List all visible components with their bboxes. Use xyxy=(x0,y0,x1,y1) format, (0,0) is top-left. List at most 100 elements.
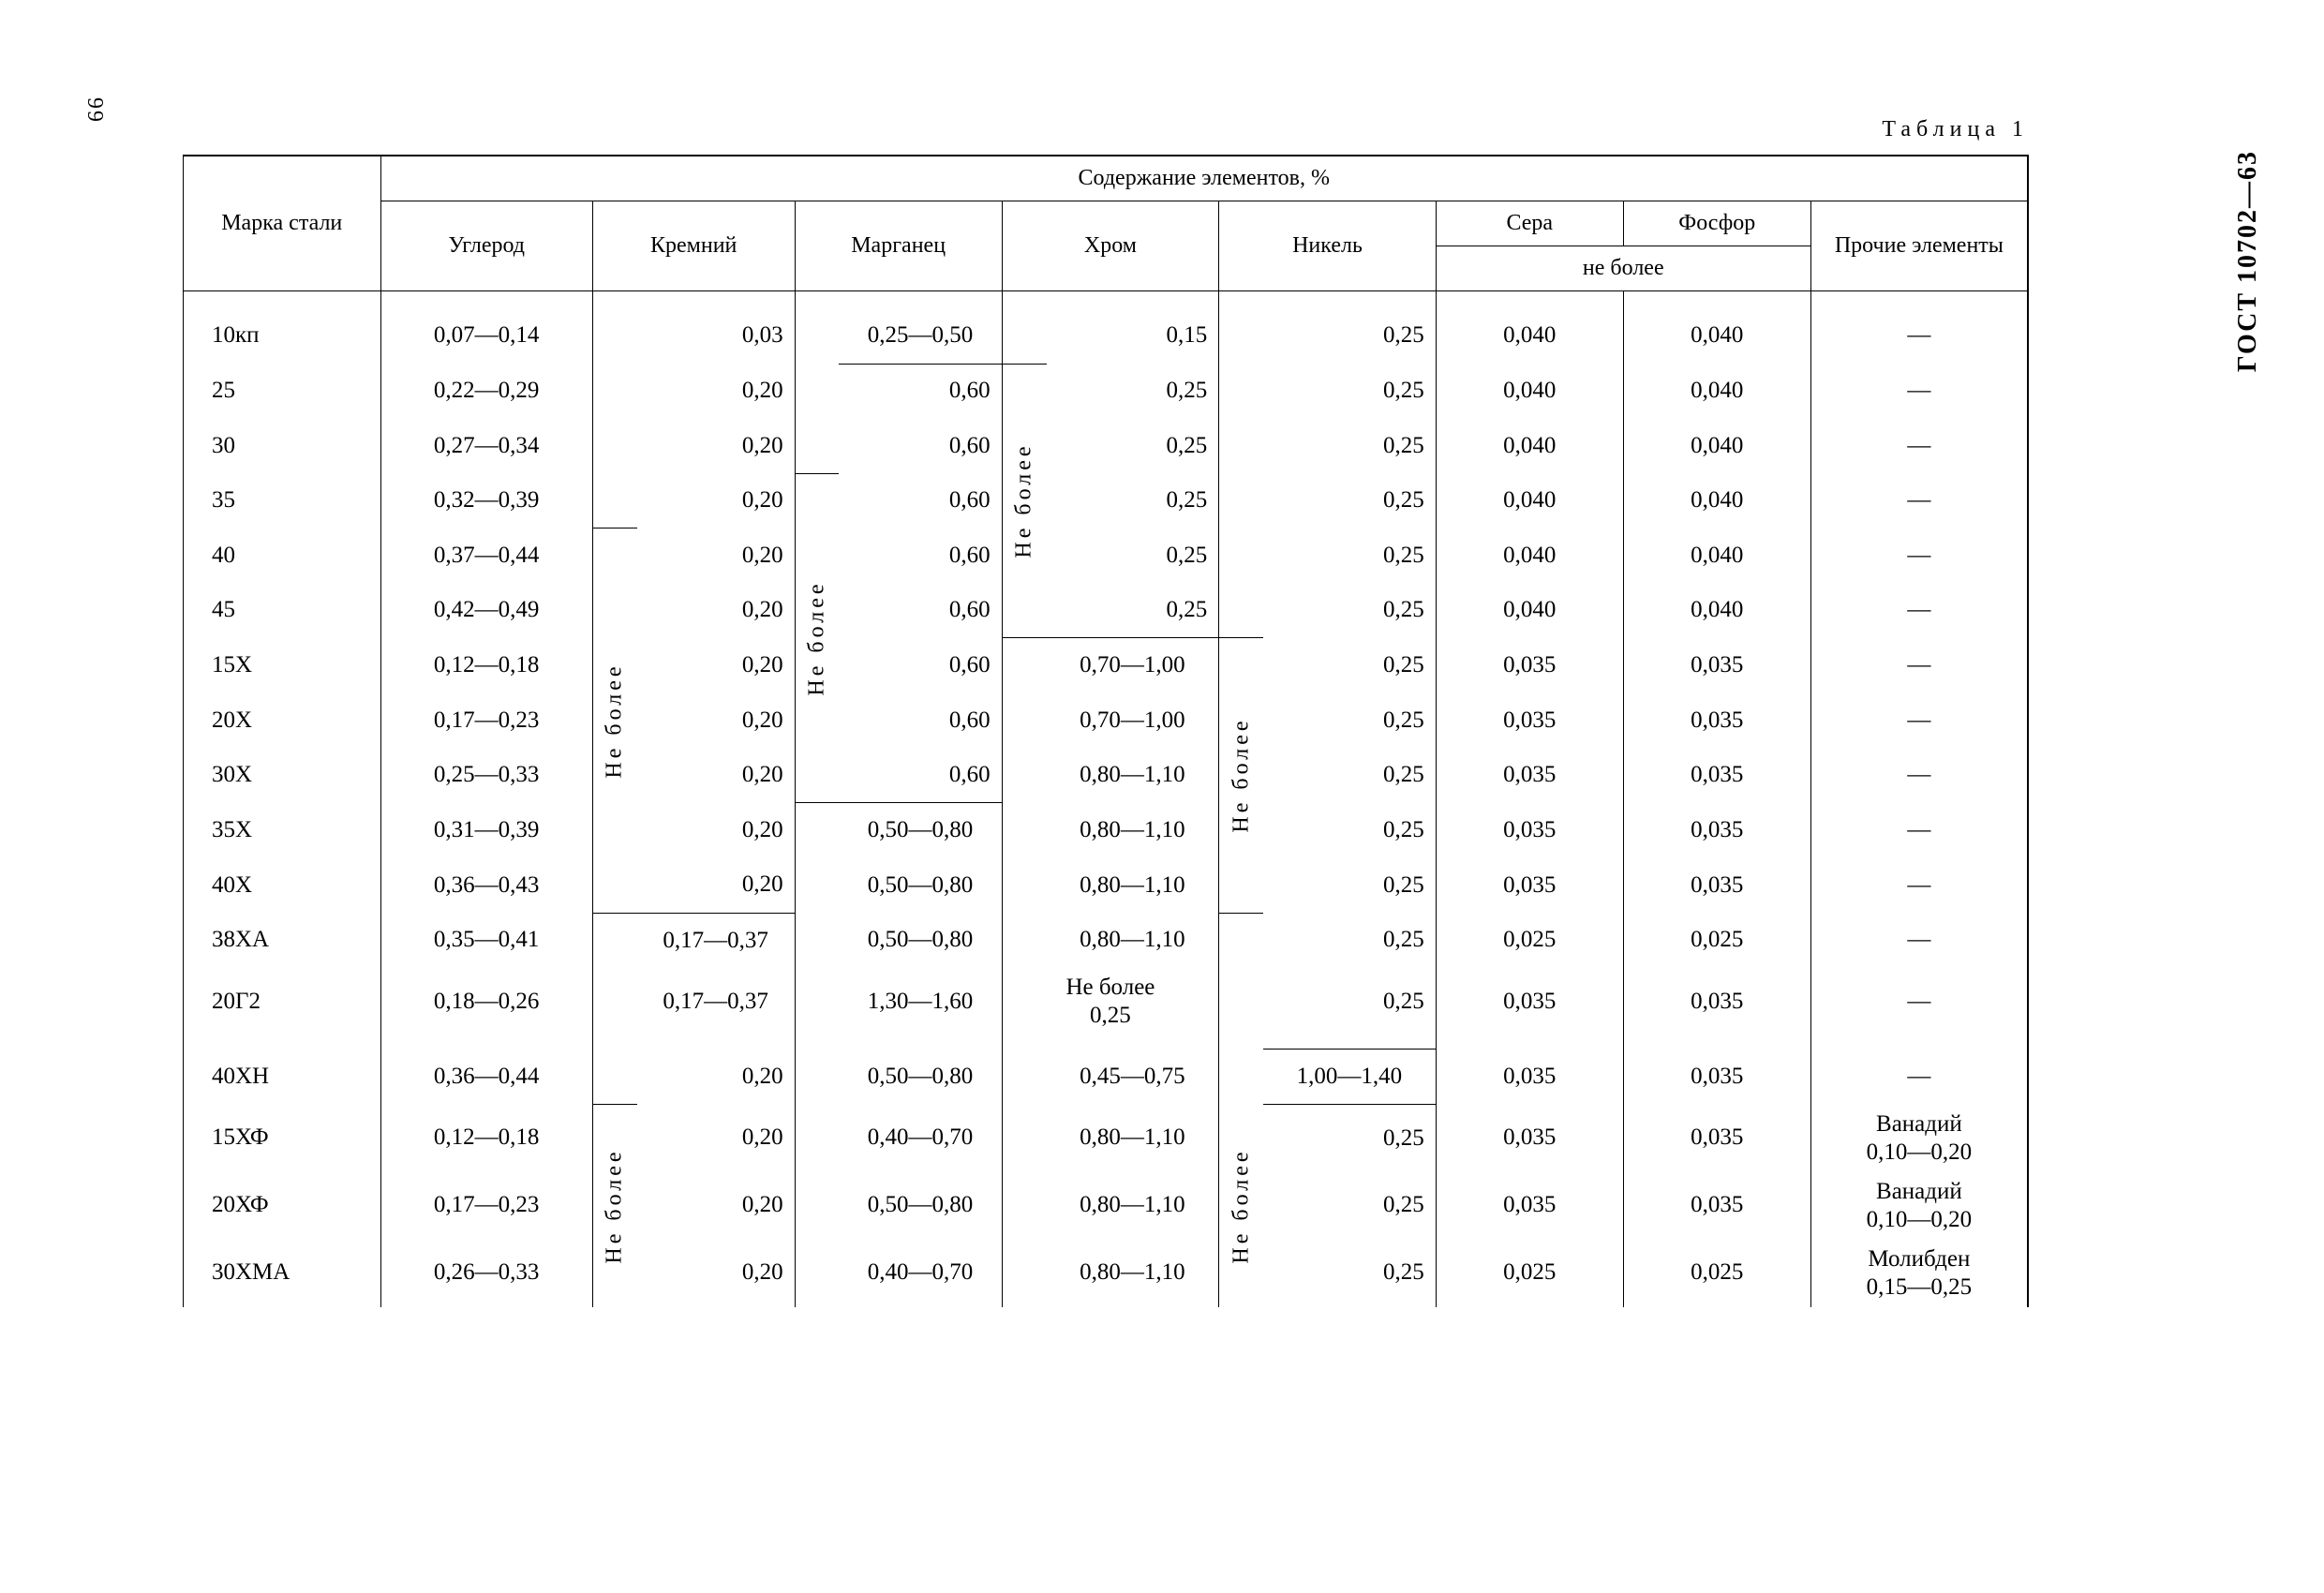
table-row: 35 0,32—0,39 0,20 Не более 0,60 0,25 0,2… xyxy=(184,473,2029,529)
cell-manganese: 0,60 xyxy=(839,748,1002,803)
cell-manganese: 0,60 xyxy=(839,364,1002,419)
cell-chromium: 0,80—1,10 xyxy=(1047,858,1219,914)
cell-manganese: 0,50—0,80 xyxy=(839,1172,1002,1240)
cell-carbon: 0,17—0,23 xyxy=(380,1172,592,1240)
cell-carbon: 0,26—0,33 xyxy=(380,1240,592,1307)
cell-manganese: 0,50—0,80 xyxy=(839,1049,1002,1105)
header-chromium: Хром xyxy=(1002,201,1219,291)
cell-other: Ванадий0,10—0,20 xyxy=(1810,1172,2028,1240)
cell-other: — xyxy=(1810,583,2028,638)
table-row: 30Х 0,25—0,33 0,20 0,60 0,80—1,10 0,25 0… xyxy=(184,748,2029,803)
cell-other: — xyxy=(1810,529,2028,584)
cell-phosphor: 0,035 xyxy=(1623,693,1810,749)
cell-nickel: 0,25 xyxy=(1263,1240,1436,1307)
cell-sulfur: 0,035 xyxy=(1436,803,1623,858)
header-manganese: Марганец xyxy=(795,201,1002,291)
cell-silicon: 0,03 xyxy=(637,308,795,364)
cell-carbon: 0,36—0,43 xyxy=(380,858,592,914)
cell-chromium: 0,25 xyxy=(1047,583,1219,638)
cell-carbon: 0,31—0,39 xyxy=(380,803,592,858)
cell-phosphor: 0,035 xyxy=(1623,1105,1810,1172)
cell-mark: 15Х xyxy=(184,638,381,693)
table-row: 30ХМА 0,26—0,33 0,20 0,40—0,70 0,80—1,10… xyxy=(184,1240,2029,1307)
cell-carbon: 0,12—0,18 xyxy=(380,1105,592,1172)
cell-mark: 40Х xyxy=(184,858,381,914)
spacer-row xyxy=(184,291,2029,309)
table-row: 25 0,22—0,29 0,20 0,60 Не более 0,25 0,2… xyxy=(184,364,2029,419)
cell-phosphor: 0,040 xyxy=(1623,583,1810,638)
cell-mark: 25 xyxy=(184,364,381,419)
cell-manganese: 0,40—0,70 xyxy=(839,1240,1002,1307)
cell-sulfur: 0,040 xyxy=(1436,419,1623,474)
table-caption: Таблица 1 xyxy=(1882,117,2029,142)
cell-sulfur: 0,025 xyxy=(1436,913,1623,968)
cell-other: — xyxy=(1810,693,2028,749)
cell-carbon: 0,32—0,39 xyxy=(380,473,592,529)
cell-silicon: 0,20 xyxy=(637,583,795,638)
table-row: 40ХН 0,36—0,44 0,20 0,50—0,80 0,45—0,75 … xyxy=(184,1049,2029,1105)
cell-silicon: 0,20 xyxy=(637,693,795,749)
table-header-row: Марка стали Содержание элементов, % xyxy=(184,156,2029,201)
cell-mark: 38ХА xyxy=(184,913,381,968)
cell-nickel: 0,25 xyxy=(1263,858,1436,914)
cell-phosphor: 0,040 xyxy=(1623,308,1810,364)
cell-chromium: 0,15 xyxy=(1047,308,1219,364)
cell-sulfur: 0,040 xyxy=(1436,473,1623,529)
cell-manganese: 0,50—0,80 xyxy=(839,858,1002,914)
cell-sulfur: 0,035 xyxy=(1436,748,1623,803)
table-row: 30 0,27—0,34 0,20 0,60 0,25 0,25 0,040 0… xyxy=(184,419,2029,474)
cell-manganese: 0,60 xyxy=(839,693,1002,749)
table-row: 20ХФ 0,17—0,23 0,20 0,50—0,80 0,80—1,10 … xyxy=(184,1172,2029,1240)
vertical-not-more-ni-2: Не более xyxy=(1219,1105,1263,1307)
cell-sulfur: 0,035 xyxy=(1436,693,1623,749)
cell-manganese: 1,30—1,60 xyxy=(839,968,1002,1035)
cell-phosphor: 0,040 xyxy=(1623,473,1810,529)
header-other: Прочие элементы xyxy=(1810,201,2028,291)
cell-other: — xyxy=(1810,858,2028,914)
cell-sulfur: 0,035 xyxy=(1436,638,1623,693)
cell-manganese: 0,60 xyxy=(839,529,1002,584)
cell-nickel: 0,25 xyxy=(1263,419,1436,474)
cell-other: — xyxy=(1810,364,2028,419)
header-mark: Марка стали xyxy=(184,156,381,291)
cell-nickel: 0,25 xyxy=(1263,364,1436,419)
cell-carbon: 0,12—0,18 xyxy=(380,638,592,693)
cell-mark: 15ХФ xyxy=(184,1105,381,1172)
cell-other: — xyxy=(1810,473,2028,529)
cell-chromium: 0,80—1,10 xyxy=(1047,1240,1219,1307)
table-row: 45 0,42—0,49 0,20 0,60 0,25 0,25 0,040 0… xyxy=(184,583,2029,638)
cell-chromium: 0,25 xyxy=(1047,529,1219,584)
vertical-not-more-si-2: Не более xyxy=(592,1105,636,1307)
cell-manganese: 0,50—0,80 xyxy=(839,913,1002,968)
cell-silicon: 0,20 xyxy=(637,1240,795,1307)
cell-silicon: 0,20 xyxy=(637,748,795,803)
cell-silicon: 0,17—0,37 xyxy=(637,913,795,968)
cell-chromium: 0,80—1,10 xyxy=(1047,1172,1219,1240)
cell-silicon: 0,20 xyxy=(637,419,795,474)
cell-nickel: 0,25 xyxy=(1263,1105,1436,1172)
cell-silicon: 0,20 xyxy=(637,803,795,858)
cell-other: Ванадий0,10—0,20 xyxy=(1810,1105,2028,1172)
cell-carbon: 0,42—0,49 xyxy=(380,583,592,638)
cell-other: — xyxy=(1810,803,2028,858)
table-container: Таблица 1 Марка стали Содержание элемент… xyxy=(183,155,2029,1307)
cell-phosphor: 0,040 xyxy=(1623,419,1810,474)
cell-chromium: 0,25 xyxy=(1047,419,1219,474)
table-row: 38ХА 0,35—0,41 0,17—0,37 0,50—0,80 0,80—… xyxy=(184,913,2029,968)
cell-nickel: 1,00—1,40 xyxy=(1263,1049,1436,1105)
cell-silicon: 0,20 xyxy=(637,1105,795,1172)
cell-phosphor: 0,025 xyxy=(1623,913,1810,968)
cell-carbon: 0,37—0,44 xyxy=(380,529,592,584)
cell-other: — xyxy=(1810,638,2028,693)
cell-carbon: 0,17—0,23 xyxy=(380,693,592,749)
composition-table: Марка стали Содержание элементов, % Угле… xyxy=(183,155,2029,1307)
vertical-not-more-ni-1: Не более xyxy=(1219,638,1263,914)
cell-carbon: 0,18—0,26 xyxy=(380,968,592,1035)
cell-phosphor: 0,040 xyxy=(1623,529,1810,584)
cell-nickel: 0,25 xyxy=(1263,693,1436,749)
cell-sulfur: 0,040 xyxy=(1436,364,1623,419)
cell-silicon: 0,17—0,37 xyxy=(637,968,795,1035)
cell-chromium: 0,80—1,10 xyxy=(1047,1105,1219,1172)
cell-manganese: 0,60 xyxy=(839,583,1002,638)
vertical-not-more-cr: Не более xyxy=(1002,364,1046,638)
